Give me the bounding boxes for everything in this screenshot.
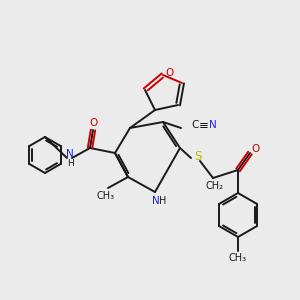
Text: CH₃: CH₃ — [229, 253, 247, 263]
Text: C: C — [191, 120, 199, 130]
Text: ≡: ≡ — [199, 118, 209, 131]
Text: H: H — [67, 158, 73, 167]
Text: O: O — [90, 118, 98, 128]
Text: CH₂: CH₂ — [205, 181, 223, 191]
Text: O: O — [251, 144, 259, 154]
Text: H: H — [159, 196, 167, 206]
Text: N: N — [66, 149, 74, 159]
Text: O: O — [166, 68, 174, 78]
Text: CH₃: CH₃ — [97, 191, 115, 201]
Text: S: S — [194, 149, 202, 163]
Text: N: N — [152, 196, 160, 206]
Text: N: N — [209, 120, 217, 130]
